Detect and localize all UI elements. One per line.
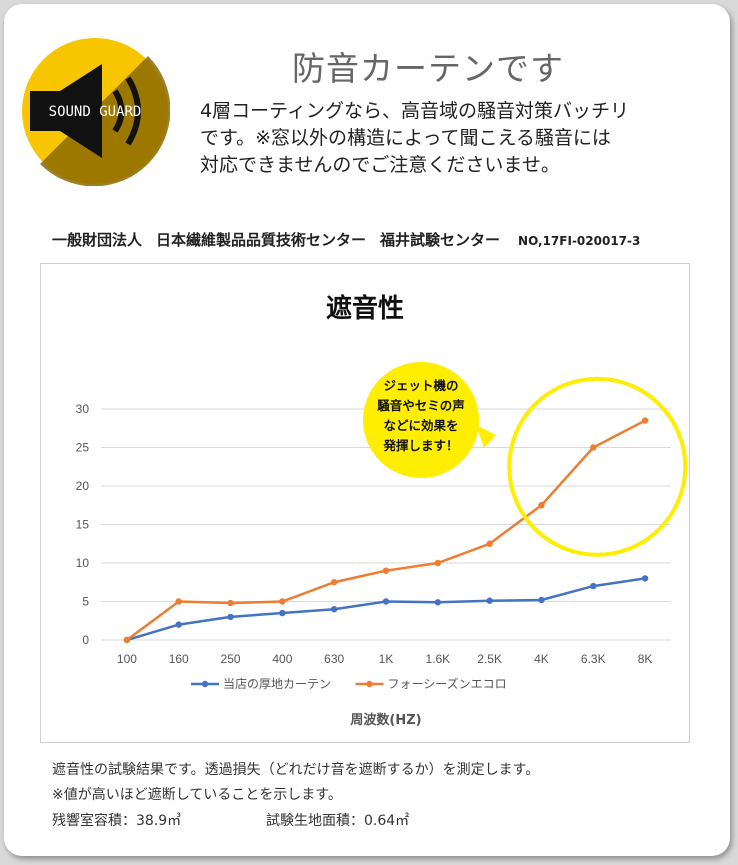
y-tick-label: 20 [76, 479, 90, 493]
org-name: 一般財団法人 [52, 231, 143, 249]
legend-label: 当店の厚地カーテン [223, 677, 331, 691]
logo-text: SOUND GUARD [49, 104, 142, 120]
description: 4層コーティングなら、高音域の騒音対策バッチリ です。※窓以外の構造によって聞こ… [200, 98, 680, 179]
page-title: 防音カーテンです [292, 49, 564, 88]
data-point [641, 417, 649, 424]
data-point [538, 596, 545, 604]
data-point [279, 598, 286, 605]
y-tick-label: 10 [76, 556, 90, 570]
data-point [434, 559, 442, 567]
x-tick-label: 4K [534, 652, 549, 666]
y-tick-label: 30 [76, 402, 90, 416]
description-line: 4層コーティングなら、高音域の騒音対策バッチリ [200, 100, 629, 122]
footer-note: ※値が高いほど遮断していることを示します。 [52, 787, 342, 803]
data-point [434, 599, 442, 606]
series-line [126, 577, 646, 642]
room-volume: 残響室容積：38.9㎥ [52, 813, 182, 829]
data-point [538, 502, 545, 509]
data-point [330, 579, 338, 586]
y-tick-label: 5 [82, 595, 89, 609]
chart-frame: 遮音性 0 5 10 15 20 25 30 100 160 250 400 630 1K 1.6K 2.5… [40, 263, 690, 743]
x-tick-label: 6.3K [581, 652, 606, 666]
data-point [175, 621, 182, 628]
data-point [175, 598, 182, 605]
data-point [486, 540, 493, 547]
data-point [590, 582, 597, 590]
org-lab: 福井試験センター [380, 231, 501, 249]
y-tick-label: 15 [76, 518, 90, 532]
callout-text: 騒音やセミの声 [376, 398, 465, 413]
callout-text: などに効果を [383, 418, 458, 433]
sample-area: 試験生地面積：0.64㎡ [266, 813, 410, 829]
x-axis-label: 周波数(HZ) [350, 712, 421, 728]
data-point [279, 609, 286, 617]
x-tick-label: 2.5K [477, 652, 502, 666]
legend-marker [201, 680, 209, 688]
data-point [382, 567, 390, 574]
data-point [227, 613, 234, 621]
callout-bubble [363, 362, 479, 478]
x-tick-label: 630 [324, 652, 344, 666]
description-line: 対応できませんのでご注意くださいませ。 [200, 154, 560, 176]
data-point [382, 598, 390, 605]
x-tick-label: 1K [379, 652, 394, 666]
x-tick-label: 400 [272, 652, 292, 666]
x-tick-label: 100 [117, 652, 137, 666]
data-point [123, 636, 131, 644]
chart-title: 遮音性 [325, 294, 404, 324]
sound-guard-logo: SOUND GUARD [22, 38, 170, 186]
legend-marker [366, 680, 373, 688]
x-tick-label: 250 [221, 652, 241, 666]
org-center: 日本繊維製品品質技術センター [156, 231, 367, 249]
callout-text: 発揮します！ [382, 438, 458, 453]
data-point [227, 599, 234, 607]
data-point [330, 606, 338, 613]
callout-text: ジェット機の [383, 378, 458, 393]
callout-pointer [476, 425, 496, 448]
description-line: です。※窓以外の構造によって聞こえる騒音には [200, 127, 611, 149]
legend-label: フォーシーズンエコロ [388, 676, 507, 691]
data-point [486, 597, 493, 604]
footer-note: 遮音性の試験結果です。透過損失（どれだけ音を遮断するか）を測定します。 [52, 762, 540, 778]
x-tick-label: 8K [638, 652, 653, 666]
x-tick-label: 160 [169, 652, 189, 666]
x-tick-label: 1.6K [425, 652, 450, 666]
data-point [590, 444, 597, 451]
certificate-number: NO,17FI-020017-3 [518, 234, 641, 248]
highlight-ring [507, 376, 688, 557]
y-tick-label: 0 [82, 633, 89, 647]
y-tick-label: 25 [76, 441, 90, 455]
test-organization: 一般財団法人 日本繊維製品品質技術センター 福井試験センター NO,17FI-0200… [52, 229, 702, 250]
data-point [641, 575, 649, 582]
line-chart: 0 5 10 15 20 25 30 100 160 250 400 630 1K 1.6K 2.5K 4K 6… [76, 362, 688, 728]
